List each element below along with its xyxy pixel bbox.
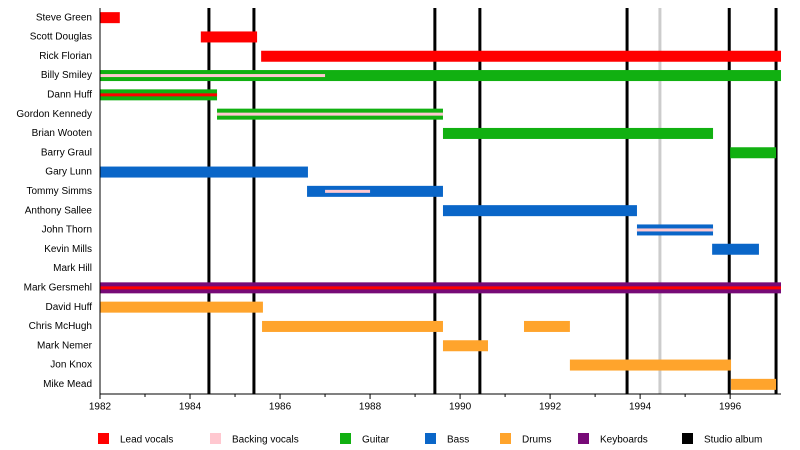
- x-tick-label: 1984: [179, 402, 202, 413]
- legend-swatch: [98, 433, 109, 444]
- member-label: Mark Nemer: [37, 340, 93, 351]
- member-label: Kevin Mills: [44, 244, 92, 255]
- x-tick-label: 1990: [449, 402, 472, 413]
- member-label: Anthony Sallee: [25, 205, 93, 216]
- role-bar: [442, 340, 488, 352]
- legend-swatch: [578, 433, 589, 444]
- member-label: David Huff: [45, 302, 92, 313]
- secondary-role-bar: [325, 189, 371, 193]
- member-label: Tommy Simms: [26, 186, 92, 197]
- legend-label: Studio album: [704, 435, 762, 446]
- member-label: Chris McHugh: [29, 321, 92, 332]
- legend-swatch: [682, 433, 693, 444]
- member-label: Billy Smiley: [41, 70, 92, 81]
- member-label: Barry Graul: [41, 147, 92, 158]
- role-bar: [100, 70, 781, 82]
- member-label: Rick Florian: [39, 51, 92, 62]
- legend-label: Guitar: [362, 435, 390, 446]
- legend-swatch: [425, 433, 436, 444]
- role-bar: [731, 378, 777, 390]
- legend-label: Backing vocals: [232, 435, 299, 446]
- role-bar: [523, 320, 570, 332]
- member-label: John Thorn: [42, 225, 92, 236]
- role-bar: [261, 50, 781, 62]
- role-bar: [100, 166, 308, 178]
- secondary-role-bar: [100, 286, 781, 290]
- legend-label: Drums: [522, 435, 551, 446]
- x-tick-label: 1996: [719, 402, 742, 413]
- role-bar: [730, 147, 777, 159]
- role-bar: [262, 320, 443, 332]
- member-label: Gordon Kennedy: [16, 109, 92, 120]
- role-bar: [100, 12, 120, 24]
- secondary-role-bar: [636, 228, 714, 232]
- x-tick-label: 1994: [629, 402, 652, 413]
- role-bar: [712, 243, 759, 255]
- legend-swatch: [210, 433, 221, 444]
- x-tick-label: 1992: [539, 402, 562, 413]
- secondary-role-bar: [217, 112, 443, 116]
- secondary-role-bar: [100, 74, 326, 78]
- role-bar: [200, 31, 258, 43]
- role-bar: [307, 185, 443, 197]
- legend-swatch: [340, 433, 351, 444]
- legend-label: Keyboards: [600, 435, 648, 446]
- x-tick-label: 1986: [269, 402, 292, 413]
- secondary-role-bar: [100, 93, 218, 97]
- member-label: Gary Lunn: [45, 167, 92, 178]
- role-bar: [100, 301, 263, 313]
- x-tick-label: 1982: [89, 402, 112, 413]
- legend-label: Bass: [447, 435, 469, 446]
- role-bar: [569, 359, 732, 371]
- x-tick-label: 1988: [359, 402, 382, 413]
- role-bar: [442, 127, 714, 139]
- legend-label: Lead vocals: [120, 435, 173, 446]
- role-bar: [442, 205, 637, 217]
- member-label: Mark Gersmehl: [24, 282, 92, 293]
- member-label: Jon Knox: [50, 360, 92, 371]
- member-label: Mark Hill: [53, 263, 92, 274]
- member-label: Scott Douglas: [30, 32, 92, 43]
- member-label: Dann Huff: [47, 89, 92, 100]
- legend-swatch: [500, 433, 511, 444]
- member-label: Brian Wooten: [32, 128, 92, 139]
- member-label: Steve Green: [36, 12, 92, 23]
- member-label: Mike Mead: [43, 379, 92, 390]
